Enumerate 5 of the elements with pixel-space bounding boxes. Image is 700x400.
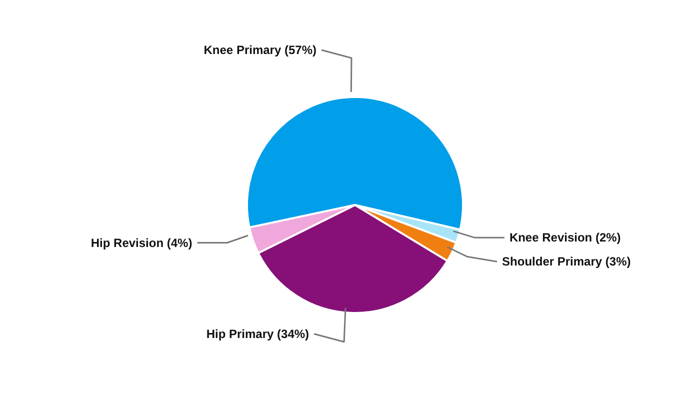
slice-label: Hip Primary (34%) — [206, 326, 310, 341]
slice-label: Shoulder Primary (3%) — [502, 254, 631, 269]
slice-label: Knee Primary (57%) — [204, 43, 316, 58]
slice-label: Knee Revision (2%) — [509, 230, 621, 245]
slice-label: Hip Revision (4%) — [90, 236, 192, 250]
